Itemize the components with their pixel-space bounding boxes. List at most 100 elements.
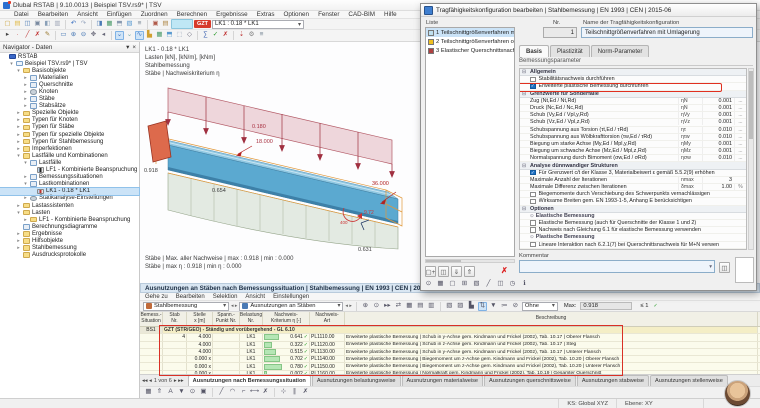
tree-item-st-be[interactable]: ▸ Stäbe — [0, 96, 139, 103]
expander-icon[interactable]: ▸ — [24, 195, 27, 202]
expander-icon[interactable]: ▸ — [17, 124, 20, 131]
calculate-all-icon[interactable]: ∑ — [203, 31, 208, 39]
show-results-icon[interactable]: ∿ — [135, 31, 144, 40]
menu-datei[interactable]: Datei — [14, 11, 29, 18]
copy-config-button[interactable]: ◫ — [438, 266, 449, 277]
tree-item-imperfektionen[interactable]: ▸ Imperfektionen — [0, 145, 139, 152]
table-row[interactable]: 4.000 LK1 0.515 ✓ PL1130.00 Erweiterte plasti… — [140, 348, 760, 357]
comment-combobox[interactable]: ▾ — [519, 260, 715, 273]
tree-item-berechnungsdiagramme[interactable]: Berechnungsdiagramme — [0, 223, 139, 230]
dialog-tab-plastizit-t[interactable]: Plastizität — [550, 45, 590, 57]
config-info-icon[interactable]: ℹ — [523, 280, 526, 288]
support-end-plate[interactable] — [147, 120, 172, 163]
config-list-item-1[interactable]: 1 Teilschnittgrößenverfahren mit Umla — [426, 28, 514, 37]
expander-icon[interactable]: ▸ — [24, 89, 27, 96]
wireframe-icon[interactable]: ⬚ — [176, 31, 183, 39]
results-menu-bearbeiten[interactable]: Bearbeiten — [175, 293, 205, 300]
pointer-sync-icon[interactable]: ⊙ — [373, 301, 380, 309]
tree-item-lastassistenten[interactable]: ▸ Lastassistenten — [0, 202, 139, 209]
more-options-button[interactable]: ... — [734, 140, 746, 147]
window-titlebar[interactable]: Dlubal RSTAB | 9.10.0013 | Beispiel TSV.… — [0, 0, 760, 11]
expander-icon[interactable]: ▸ — [24, 81, 27, 88]
dialog-tab-basis[interactable]: Basis — [519, 45, 550, 57]
config-time-icon[interactable]: ◷ — [509, 280, 516, 288]
more-options-button[interactable]: ... — [734, 133, 746, 140]
table-row[interactable]: 0.000 x LK1 0.702 ✓ PL1140.00 Erweiterte plas… — [140, 356, 760, 364]
config-colors-icon[interactable]: ▧ — [473, 280, 480, 288]
filter-off-icon[interactable]: ⊘ — [512, 301, 519, 309]
params-scrollbar[interactable] — [748, 68, 754, 250]
zoom-table-icon[interactable]: ⊕ — [362, 301, 369, 309]
generate-icon[interactable]: ⚙ — [248, 31, 255, 39]
new-node-icon[interactable]: · — [16, 31, 19, 39]
jump-model-icon[interactable]: ▸▸ — [384, 301, 391, 309]
edit-stop-icon[interactable]: ✗ — [302, 388, 309, 396]
tree-item-lastf-lle-und-kombinationen[interactable]: ▾ Lastfälle und Kombinationen — [0, 152, 139, 159]
import-config-button[interactable]: ⇓ — [451, 266, 462, 277]
tree-item-lastkombinationen[interactable]: ▾ Lastkombinationen — [0, 181, 139, 188]
render-view-icon[interactable]: ▧ — [126, 19, 133, 27]
checkbox-checked-icon[interactable]: ✓ — [530, 83, 536, 90]
color-scale-icon[interactable]: ▨ — [457, 301, 464, 309]
display-properties-icon[interactable]: ≡ — [137, 19, 142, 27]
expander-icon[interactable]: ▸ — [17, 245, 20, 252]
more-options-button[interactable]: ... — [734, 126, 746, 133]
param-value-field[interactable]: 0.001 — [702, 97, 734, 104]
zoom-in-icon[interactable]: ⊕ — [70, 31, 77, 39]
edit-object-icon[interactable]: ✎ — [44, 31, 51, 39]
collapse-icon[interactable]: ⊟ — [522, 69, 527, 76]
expander-icon[interactable]: ▸ — [24, 174, 27, 181]
isometric-view-icon[interactable]: ◇ — [187, 31, 192, 39]
tree-item-knoten[interactable]: ▸ Knoten — [0, 88, 139, 95]
section-header-optionen[interactable]: ⊟ Optionen — [520, 205, 746, 213]
show-values-on-surfaces-icon[interactable]: ▦ — [156, 31, 163, 39]
collapse-icon[interactable]: ⊟ — [522, 162, 527, 169]
column-header-stelle[interactable]: Stelle x [m] — [187, 312, 213, 326]
close-icon[interactable]: × — [132, 43, 136, 51]
config-list-item-3[interactable]: 3 Elastischer Querschnittsnachweis — [426, 46, 514, 55]
more-options-button[interactable]: ... — [734, 119, 746, 126]
printout-report-icon[interactable]: ▣ — [152, 19, 159, 27]
expander-icon[interactable]: ▾ — [17, 209, 20, 216]
column-header-belastung[interactable]: Belastung Nr. — [239, 312, 263, 326]
config-empty-icon[interactable]: ▢ — [449, 280, 456, 288]
checkbox-unchecked-icon[interactable] — [530, 191, 536, 198]
save-file-icon[interactable]: ◫ — [24, 19, 31, 27]
relation-scale-icon[interactable]: ▙ — [468, 301, 474, 309]
tree-item-statikanalyse-einstellungen[interactable]: ▸ Statikanalyse-Einstellungen — [0, 195, 139, 202]
expander-icon[interactable]: ▸ — [17, 110, 20, 117]
tree-item-lf1-kombinierte-beanspruchung[interactable]: ▸ LF1 - Kombinierte Beanspruchung — [0, 216, 139, 223]
tree-item-basisobjekte[interactable]: ▾ Basisobjekte — [0, 67, 139, 74]
filter-on-icon[interactable]: ▼ — [490, 301, 497, 309]
menu-bearbeiten[interactable]: Bearbeiten — [37, 11, 69, 18]
menu-extras[interactable]: Extras — [256, 11, 275, 18]
column-header-bemess[interactable]: Bemess.- Situation — [140, 312, 163, 326]
sort-results-icon[interactable]: ⇅ — [477, 301, 487, 311]
redo-icon[interactable]: ↷ — [80, 19, 87, 27]
param-value-field[interactable]: 0.010 — [702, 126, 734, 133]
section-header-allgemein[interactable]: ⊟ Allgemein — [520, 69, 746, 77]
zoom-window-icon[interactable]: ▭ — [60, 31, 67, 39]
param-value-field[interactable]: 0.001 — [702, 140, 734, 147]
tree-item-querschnitte[interactable]: ▸ Querschnitte — [0, 81, 139, 88]
show-loads-icon[interactable]: ⌄ — [115, 31, 124, 40]
more-options-button[interactable]: ... — [734, 97, 746, 104]
expander-icon[interactable]: ▾ — [24, 181, 27, 188]
tree-item-typen-f-r-spezielle-objekte[interactable]: ▸ Typen für spezielle Objekte — [0, 131, 139, 138]
edit-delete-icon[interactable]: ✗ — [262, 388, 269, 396]
table-pagination[interactable]: ◂◂ ◂ 1 von 6 ▸ ▸▸ — [142, 378, 184, 384]
tab-ausnutzungen-belastungsweise[interactable]: Ausnutzungen belastungsweise — [311, 375, 401, 386]
expander-icon[interactable]: ▸ — [17, 230, 20, 237]
copy-icon[interactable]: ◧ — [44, 19, 51, 27]
config-name-input[interactable]: Teilschnittgrößenverfahren mit Umlagerun… — [581, 27, 753, 38]
settings-icon[interactable]: ≡ — [259, 31, 264, 39]
tree-item-spezielle-objekte[interactable]: ▸ Spezielle Objekte — [0, 110, 139, 117]
edit-arc-icon[interactable]: ◠ — [229, 388, 236, 396]
config-tree-icon[interactable]: ⊞ — [461, 280, 468, 288]
tree-item-stahlbemessung[interactable]: ▸ Stahlbemessung — [0, 245, 139, 252]
checkbox-unchecked-icon[interactable] — [530, 198, 536, 205]
pin-icon[interactable]: ▾ — [126, 43, 130, 51]
results-type-combobox[interactable]: Stahlbemessung ▾ — [143, 301, 229, 311]
dialog-titlebar[interactable]: Tragfähigkeitskonfiguration bearbeiten |… — [421, 4, 756, 17]
report-2-icon[interactable]: ▤ — [162, 19, 169, 27]
